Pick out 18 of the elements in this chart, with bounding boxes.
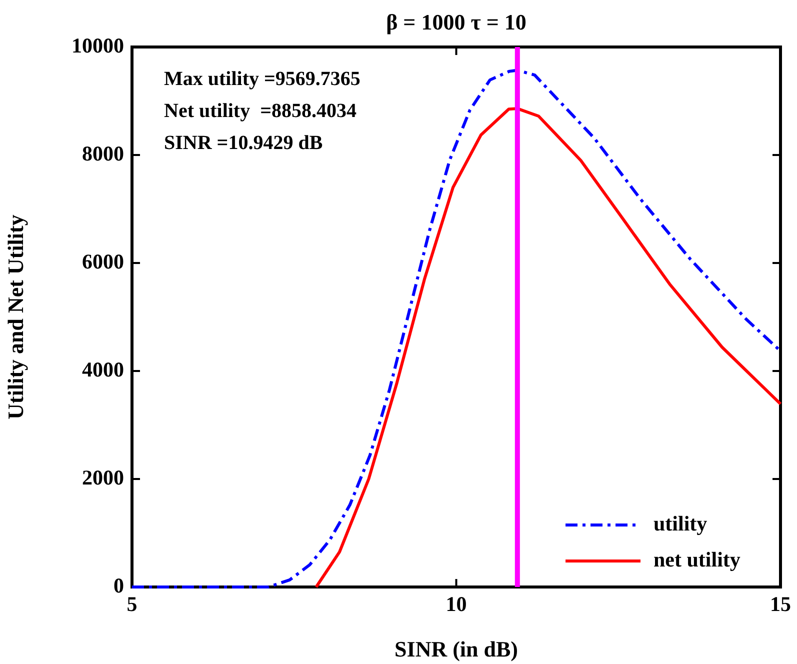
y-tick-label: 4000 <box>82 357 124 382</box>
line-series <box>130 68 782 588</box>
annotation: Net utility =8858.4034 <box>164 100 356 122</box>
x-tick-label: 15 <box>770 592 791 616</box>
x-axis-title: SINR (in dB) <box>394 636 518 662</box>
legend-label: utility <box>654 511 708 536</box>
legend-label: net utility <box>654 547 741 572</box>
y-tick-label: 6000 <box>82 249 124 274</box>
chart-title: β = 1000 τ = 10 <box>386 10 526 35</box>
x-tick-label: 5 <box>126 592 138 616</box>
x-tick-label: 10 <box>446 592 467 616</box>
annotation: Max utility =9569.7365 <box>164 68 360 90</box>
y-tick-label: 8000 <box>82 141 124 166</box>
y-tick-label: 2000 <box>82 465 124 490</box>
y-tick-label: 0 <box>114 573 124 598</box>
y-axis-title: Utility and Net Utility <box>2 214 28 420</box>
y-tick-label: 10000 <box>72 33 124 58</box>
annotation: SINR =10.9429 dB <box>164 132 323 154</box>
